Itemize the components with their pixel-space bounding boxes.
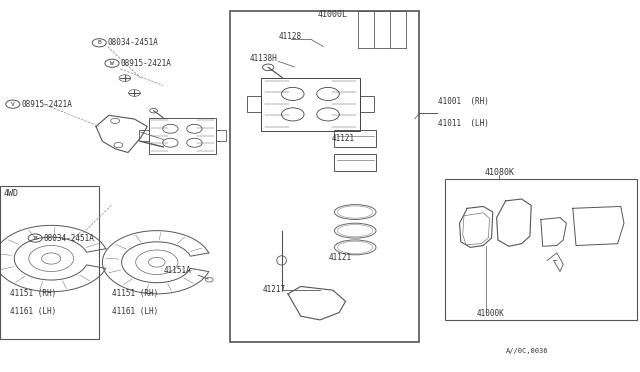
Text: 41217: 41217 [262,285,285,294]
Text: 41138H: 41138H [250,54,277,63]
Text: 41121: 41121 [328,253,351,262]
Bar [140,130,148,141]
Text: 41011  (LH): 41011 (LH) [438,119,489,128]
Bar [230,11,419,342]
Bar [0,186,99,339]
Text: 41151 (RH): 41151 (RH) [112,289,158,298]
Bar [445,179,637,320]
Text: 41121: 41121 [332,134,355,143]
Text: 4WD: 4WD [3,189,18,198]
Text: 41000L: 41000L [318,10,348,19]
Text: 41128: 41128 [278,32,301,41]
Bar [216,130,225,141]
Text: W: W [110,61,114,66]
Text: 41080K: 41080K [484,168,514,177]
Text: 41161 (LH): 41161 (LH) [10,307,56,316]
Text: A//0C,0036: A//0C,0036 [506,349,548,355]
Bar [247,96,261,112]
Text: 08034-2451A: 08034-2451A [44,234,94,243]
Text: 08034-2451A: 08034-2451A [108,38,158,47]
Text: V: V [11,102,15,107]
Text: B: B [97,40,101,45]
Text: 41161 (LH): 41161 (LH) [112,307,158,316]
Bar [335,130,376,147]
Text: 41000K: 41000K [477,309,504,318]
Text: 41001  (RH): 41001 (RH) [438,97,489,106]
Bar [261,78,360,131]
Text: 08915-2421A: 08915-2421A [120,59,171,68]
Text: 41151A: 41151A [163,266,191,275]
Bar [335,154,376,171]
Bar [148,118,216,154]
Text: 41151 (RH): 41151 (RH) [10,289,56,298]
Text: 08915-2421A: 08915-2421A [21,100,72,109]
Bar [360,96,374,112]
Text: B: B [33,235,37,241]
